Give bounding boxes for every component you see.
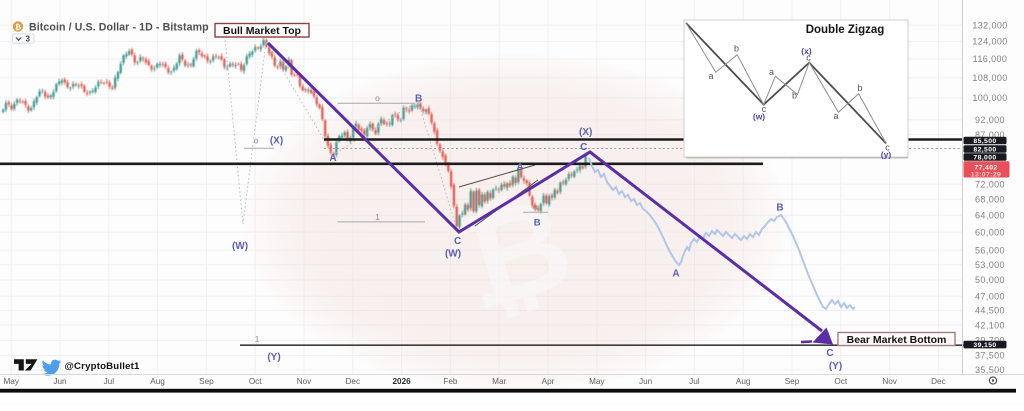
svg-text:2026: 2026 (392, 377, 411, 386)
svg-text:a: a (769, 67, 774, 77)
svg-text:Bear Market Bottom: Bear Market Bottom (847, 334, 947, 346)
svg-text:Feb: Feb (443, 377, 458, 386)
svg-text:Nov: Nov (882, 377, 897, 386)
svg-text:(Y): (Y) (267, 352, 280, 363)
svg-text:B: B (534, 218, 541, 229)
svg-text:Aug: Aug (736, 377, 751, 386)
svg-text:44,500: 44,500 (975, 306, 1005, 316)
svg-text:B: B (415, 94, 422, 105)
svg-text:b: b (734, 44, 739, 54)
svg-text:87,000: 87,000 (975, 130, 1005, 140)
svg-text:(w): (w) (753, 112, 765, 122)
svg-text:53,000: 53,000 (975, 260, 1005, 270)
svg-text:Jun: Jun (639, 377, 653, 386)
svg-text:39,150: 39,150 (973, 342, 996, 349)
svg-text:B: B (776, 203, 783, 214)
svg-text:72,000: 72,000 (975, 179, 1005, 189)
svg-text:42,100: 42,100 (975, 320, 1005, 330)
svg-text:64,000: 64,000 (975, 210, 1005, 220)
svg-text:b: b (857, 83, 862, 93)
svg-text:(W): (W) (445, 249, 461, 260)
svg-text:78,000: 78,000 (973, 154, 996, 161)
svg-text:124,000: 124,000 (972, 37, 1007, 47)
svg-text:A: A (329, 153, 336, 164)
svg-text:Oct: Oct (834, 377, 847, 386)
svg-text:1: 1 (255, 334, 260, 344)
svg-text:Dec: Dec (346, 377, 361, 386)
svg-text:May: May (3, 377, 19, 386)
svg-text:A: A (517, 162, 524, 173)
svg-text:Apr: Apr (542, 377, 555, 386)
svg-text:Dec: Dec (931, 377, 946, 386)
svg-text:₿: ₿ (15, 22, 21, 31)
svg-text:a: a (833, 111, 838, 121)
svg-text:39,700: 39,700 (975, 336, 1005, 346)
svg-text:(X): (X) (579, 127, 592, 138)
svg-text:Sep: Sep (785, 377, 800, 386)
svg-text:o: o (533, 202, 538, 212)
svg-text:Jul: Jul (689, 377, 700, 386)
svg-text:Nov: Nov (297, 377, 312, 386)
svg-text:82,500: 82,500 (973, 146, 996, 153)
svg-text:85,500: 85,500 (973, 138, 996, 145)
svg-text:c: c (885, 143, 890, 153)
svg-text:May: May (589, 377, 605, 386)
svg-text:35,500: 35,500 (975, 365, 1005, 375)
svg-text:(X): (X) (270, 136, 283, 147)
svg-text:37,500: 37,500 (975, 351, 1005, 361)
svg-text:A: A (672, 269, 679, 280)
svg-text:o: o (254, 136, 259, 146)
svg-text:Aug: Aug (150, 377, 165, 386)
svg-text:Double Zigzag: Double Zigzag (806, 24, 885, 36)
svg-text:o: o (375, 93, 380, 103)
svg-text:68,000: 68,000 (975, 194, 1005, 204)
svg-text:116,000: 116,000 (973, 54, 1008, 64)
svg-text:3: 3 (26, 35, 31, 44)
svg-text:Sep: Sep (199, 377, 214, 386)
svg-text:a: a (708, 71, 713, 81)
svg-text:b: b (792, 91, 797, 101)
svg-text:c: c (762, 104, 767, 114)
svg-text:@CryptoBullet1: @CryptoBullet1 (65, 361, 141, 372)
svg-text:1: 1 (375, 212, 380, 222)
svg-text:56,000: 56,000 (975, 245, 1005, 255)
svg-text:(x): (x) (801, 46, 812, 56)
svg-text:C: C (580, 142, 587, 153)
svg-text:Mar: Mar (492, 377, 506, 386)
svg-text:(Y): (Y) (829, 361, 842, 372)
svg-text:50,000: 50,000 (975, 275, 1005, 285)
svg-text:C: C (454, 236, 461, 247)
svg-text:47,000: 47,000 (975, 291, 1005, 301)
svg-text:Jul: Jul (104, 377, 115, 386)
svg-text:77,402: 77,402 (974, 164, 997, 171)
svg-text:13:07:29: 13:07:29 (971, 171, 1001, 178)
svg-text:(W): (W) (232, 241, 248, 252)
svg-text:c: c (806, 53, 811, 63)
svg-text:108,000: 108,000 (972, 73, 1007, 83)
svg-text:Oct: Oct (249, 377, 262, 386)
svg-text:Bull Market Top: Bull Market Top (223, 25, 301, 37)
svg-text:60,000: 60,000 (975, 227, 1005, 237)
svg-text:132,000: 132,000 (972, 20, 1007, 30)
svg-text:C: C (826, 348, 833, 359)
svg-text:Bitcoin / U.S. Dollar - 1D - B: Bitcoin / U.S. Dollar - 1D - Bitstamp (29, 22, 209, 34)
svg-text:(y): (y) (881, 150, 892, 160)
svg-text:Jun: Jun (53, 377, 67, 386)
svg-text:92,000: 92,000 (975, 115, 1005, 125)
svg-text:100,000: 100,000 (972, 93, 1007, 103)
